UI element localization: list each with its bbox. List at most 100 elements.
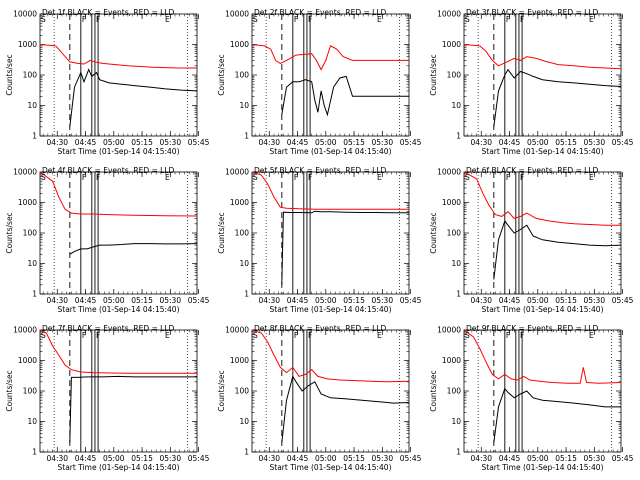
- marker-letter: F: [520, 15, 524, 24]
- x-tick-label: 04:45: [75, 454, 97, 463]
- x-tick-label: 05:30: [159, 138, 181, 147]
- y-tick-label: 100: [23, 229, 38, 238]
- x-tick-label: 04:45: [75, 138, 97, 147]
- y-axis-label: Counts/sec: [429, 370, 438, 411]
- lld-series-line: [251, 329, 410, 383]
- y-tick-label: 1000: [442, 356, 461, 365]
- y-tick-label: 100: [447, 71, 462, 80]
- x-tick-label: 04:45: [287, 454, 309, 463]
- chart-title: Det 7f BLACK = Events, RED = LLD: [42, 324, 175, 333]
- plot-frame: [463, 329, 622, 453]
- lld-series-line: [39, 44, 197, 69]
- plot-frame: [251, 329, 410, 453]
- marker-letter: F: [506, 331, 510, 340]
- y-axis-label: Counts/sec: [5, 212, 14, 253]
- events-series-line: [69, 375, 197, 443]
- y-axis-label: Counts/sec: [217, 212, 226, 253]
- marker-letter: F: [308, 15, 312, 24]
- plot-frame: [463, 171, 622, 295]
- chart-title: Det 9f BLACK = Events, RED = LLD: [466, 324, 599, 333]
- x-tick-label: 05:00: [527, 454, 549, 463]
- plot-frame: [39, 329, 198, 453]
- plot-frame: [251, 13, 410, 137]
- marker-letter: S: [465, 15, 470, 24]
- chart-panel-7: 1 10 100 1000 10000 04:30 04:45 05:00 05:15 05:30…: [5, 324, 210, 472]
- y-tick-label: 1000: [18, 356, 37, 365]
- y-tick-label: 1000: [18, 198, 37, 207]
- y-tick-label: 1: [456, 132, 461, 141]
- y-tick-label: 10000: [13, 10, 37, 19]
- x-tick-label: 05:30: [159, 454, 181, 463]
- y-tick-label: 1000: [442, 198, 461, 207]
- x-tick-label: 05:15: [131, 296, 153, 305]
- x-tick-label: 05:15: [131, 138, 153, 147]
- x-tick-label: 05:00: [103, 454, 125, 463]
- marker-letter: F: [96, 331, 100, 340]
- x-tick-label: 05:00: [527, 138, 549, 147]
- marker-letter: F: [294, 15, 298, 24]
- marker-letter: E: [165, 331, 170, 340]
- marker-letter: F: [506, 173, 510, 182]
- x-tick-label: 04:45: [287, 138, 309, 147]
- events-series-line: [493, 68, 622, 127]
- marker-letter: F: [308, 331, 312, 340]
- chart-panel-6: 1 10 100 1000 10000 04:30 04:45 05:00 05:15 05:30…: [429, 166, 634, 314]
- y-tick-label: 100: [235, 71, 250, 80]
- x-tick-label: 04:30: [46, 138, 68, 147]
- y-tick-label: 100: [23, 387, 38, 396]
- x-tick-label: 04:45: [499, 296, 521, 305]
- x-tick-label: 04:30: [258, 454, 280, 463]
- y-axis-label: Counts/sec: [217, 370, 226, 411]
- x-tick-label: 04:30: [470, 138, 492, 147]
- x-tick-label: 04:30: [46, 454, 68, 463]
- x-tick-label: 04:45: [499, 454, 521, 463]
- y-tick-label: 10: [27, 101, 37, 110]
- chart-title: Det 2f BLACK = Events, RED = LLD: [254, 8, 387, 17]
- x-tick-label: 05:15: [343, 138, 365, 147]
- x-tick-label: 05:30: [583, 138, 605, 147]
- y-tick-label: 10: [239, 259, 249, 268]
- y-tick-label: 10000: [437, 326, 461, 335]
- marker-letter: E: [165, 15, 170, 24]
- chart-panel-3: 1 10 100 1000 10000 04:30 04:45 05:00 05:15 05:30…: [429, 8, 634, 156]
- x-tick-label: 04:30: [470, 296, 492, 305]
- y-tick-label: 10000: [225, 168, 249, 177]
- x-tick-label: 05:00: [103, 296, 125, 305]
- marker-letter: S: [41, 15, 46, 24]
- marker-letter: S: [41, 331, 46, 340]
- y-tick-label: 1000: [230, 356, 249, 365]
- chart-title: Det 3f BLACK = Events, RED = LLD: [466, 8, 599, 17]
- x-tick-label: 05:30: [583, 296, 605, 305]
- x-tick-label: 05:30: [371, 138, 393, 147]
- marker-letter: E: [589, 173, 594, 182]
- chart-panel-8: 1 10 100 1000 10000 04:30 04:45 05:00 05:15 05:30…: [217, 324, 422, 472]
- y-axis-label: Counts/sec: [429, 212, 438, 253]
- x-tick-label: 05:30: [371, 296, 393, 305]
- x-tick-label: 05:15: [131, 454, 153, 463]
- x-tick-label: 04:30: [258, 296, 280, 305]
- y-tick-label: 10000: [437, 10, 461, 19]
- y-tick-label: 10: [451, 417, 461, 426]
- plot-frame: [251, 171, 410, 295]
- marker-letter: F: [308, 173, 312, 182]
- chart-panel-1: 1 10 100 1000 10000 04:30 04:45 05:00 05:15 05:30…: [5, 8, 210, 156]
- x-axis-label: Start Time (01-Sep-14 04:15:40): [482, 463, 604, 472]
- x-axis-label: Start Time (01-Sep-14 04:15:40): [270, 305, 392, 314]
- y-axis-label: Counts/sec: [5, 54, 14, 95]
- chart-title: Det 1f BLACK = Events, RED = LLD: [42, 8, 175, 17]
- marker-letter: S: [253, 15, 258, 24]
- marker-letter: S: [253, 173, 258, 182]
- lld-series-line: [251, 44, 409, 71]
- chart-title: Det 5f BLACK = Events, RED = LLD: [254, 166, 387, 175]
- y-tick-label: 10000: [13, 168, 37, 177]
- events-series-line: [281, 210, 409, 285]
- x-tick-label: 05:45: [188, 138, 210, 147]
- marker-letter: F: [82, 331, 86, 340]
- x-axis-label: Start Time (01-Sep-14 04:15:40): [482, 147, 604, 156]
- x-tick-label: 05:45: [612, 454, 634, 463]
- marker-letter: E: [377, 15, 382, 24]
- x-tick-label: 05:45: [400, 296, 422, 305]
- x-tick-label: 05:45: [400, 454, 422, 463]
- marker-letter: F: [82, 173, 86, 182]
